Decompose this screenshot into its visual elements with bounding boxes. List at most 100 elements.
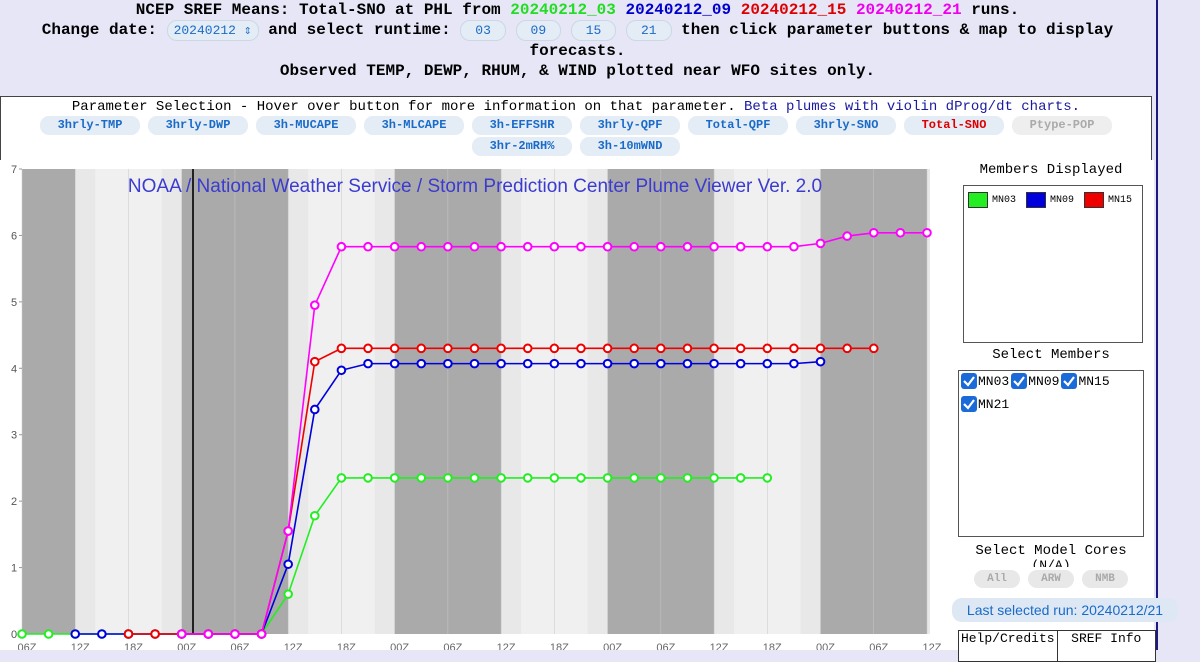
data-point [602, 241, 613, 252]
data-point [309, 510, 320, 521]
data-point [735, 241, 746, 252]
parameter-button[interactable]: Total-SNO [904, 116, 1004, 135]
parameter-button[interactable]: 3hrly-QPF [580, 116, 680, 135]
data-point [735, 358, 746, 369]
member-checkbox[interactable]: MN21 [961, 396, 1009, 412]
data-point [762, 343, 773, 354]
data-point [176, 629, 187, 639]
y-tick-label: 4 [11, 363, 17, 375]
data-point [602, 473, 613, 483]
parameter-buttons: 3hrly-TMP 3hrly-DWP 3h-MUCAPE 3h-MLCAPE 3h-E… [1, 115, 1151, 157]
runtime-button[interactable]: 21 [625, 20, 672, 41]
legend-item: MN15 [1084, 192, 1132, 208]
x-tick-label: 18Z [124, 642, 143, 650]
parameter-button[interactable]: Total-QPF [688, 116, 788, 135]
data-point [416, 343, 427, 354]
data-point [469, 241, 480, 252]
check-icon [1063, 376, 1076, 387]
data-point [443, 241, 453, 252]
checkbox-label: MN21 [978, 396, 1010, 412]
checkbox-box [961, 396, 977, 412]
runtime-button[interactable]: 15 [570, 20, 617, 41]
cores-note: (N/A) [1031, 558, 1071, 567]
data-point [416, 473, 427, 483]
title-suffix: runs. [971, 1, 1020, 19]
data-point [389, 473, 400, 483]
data-point [522, 473, 533, 483]
parameter-panel: Parameter Selection - Hover over button … [0, 96, 1152, 162]
run-link[interactable]: 20240212_21 [855, 1, 962, 19]
select-heading: Select Members [992, 347, 1110, 363]
parameter-button[interactable]: 3h-MUCAPE [256, 116, 356, 135]
links-box: Help/Credits SREF Info [958, 630, 1156, 662]
data-point [842, 231, 852, 241]
data-point [629, 358, 640, 369]
data-point [549, 343, 560, 354]
x-tick-label: 12Z [710, 642, 729, 650]
data-point [682, 473, 693, 483]
data-point [97, 629, 107, 639]
data-point [735, 343, 746, 354]
x-tick-label: 18Z [763, 642, 782, 650]
data-point [762, 358, 773, 369]
run-link[interactable]: 20240212_03 [510, 1, 616, 19]
x-tick-label: 06Z [443, 642, 462, 650]
y-tick-label: 2 [11, 496, 17, 508]
chart: 06Z 12Z 18Z 00Z 06Z 12Z 18Z 00Z 06Z 12Z 18Z 00Z 06Z 1… [0, 160, 948, 650]
run-link[interactable]: 20240212_15 [740, 1, 847, 19]
core-button: ARW [1028, 570, 1074, 588]
parameter-button[interactable]: 3hrly-TMP [40, 116, 140, 135]
data-point [789, 358, 799, 369]
core-button: All [974, 570, 1020, 588]
parameter-button[interactable]: 3h-MLCAPE [364, 116, 464, 135]
data-point [576, 241, 586, 252]
data-point [363, 473, 373, 483]
y-tick-label: 7 [11, 164, 17, 176]
parameter-button[interactable]: 3hr-2mRH% [472, 137, 572, 156]
help-link[interactable]: Help/Credits [959, 631, 1058, 661]
data-point [656, 358, 666, 369]
data-point [283, 559, 293, 570]
data-point [469, 343, 480, 354]
info-link[interactable]: SREF Info [1071, 631, 1142, 646]
data-point [549, 241, 560, 252]
x-tick-label: 12Z [71, 642, 90, 650]
data-point [123, 629, 134, 639]
data-point [789, 241, 799, 252]
x-tick-label: 06Z [869, 642, 888, 650]
side-panel: Members Displayed MN03 MN09 MN15 MN21 Selec… [948, 160, 1154, 650]
data-point [363, 241, 373, 252]
parameter-button[interactable]: 3h-EFFSHR [472, 116, 572, 135]
member-checkbox[interactable]: MN15 [1061, 373, 1110, 389]
title-prefix: NCEP SREF Means: Total-SNO at PHL from [135, 1, 501, 19]
legend-label: MN03 [992, 194, 1017, 206]
runtime-button[interactable]: 09 [515, 20, 562, 41]
member-checkbox[interactable]: MN09 [1011, 373, 1059, 389]
data-point [815, 343, 826, 354]
beta-link[interactable]: Beta plumes with violin dProg/dt charts. [744, 99, 1081, 115]
data-point [656, 473, 666, 483]
legend-item: MN03 [968, 192, 1016, 208]
data-point [416, 358, 427, 369]
member-checkbox[interactable]: MN03 [961, 373, 1009, 389]
date-select[interactable]: 20240212 ⇕ [166, 20, 259, 41]
y-tick-label: 6 [11, 230, 17, 242]
data-point [283, 526, 293, 536]
runtime-button[interactable]: 03 [460, 20, 506, 41]
parameter-button[interactable]: 3h-10mWND [580, 137, 680, 156]
parameter-heading: Parameter Selection - Hover over button … [71, 99, 736, 115]
parameter-button[interactable]: 3hrly-SNO [796, 116, 896, 135]
x-tick-label: 18Z [337, 642, 356, 650]
data-point [522, 241, 533, 252]
data-point [522, 358, 533, 369]
data-point [815, 356, 826, 367]
run-link[interactable]: 20240212_09 [625, 1, 732, 19]
data-point [469, 358, 480, 369]
last-run: Last selected run: 20240212/21 [952, 598, 1178, 622]
legend-label: MN09 [1050, 194, 1075, 206]
parameter-button[interactable]: 3hrly-DWP [148, 116, 248, 135]
chart-title: NOAA / National Weather Service / Storm … [128, 176, 822, 197]
member-checkboxes: MN03 MN09 MN15 MN21 [958, 370, 1144, 537]
data-point [762, 473, 773, 483]
checkbox-box [1011, 373, 1028, 389]
